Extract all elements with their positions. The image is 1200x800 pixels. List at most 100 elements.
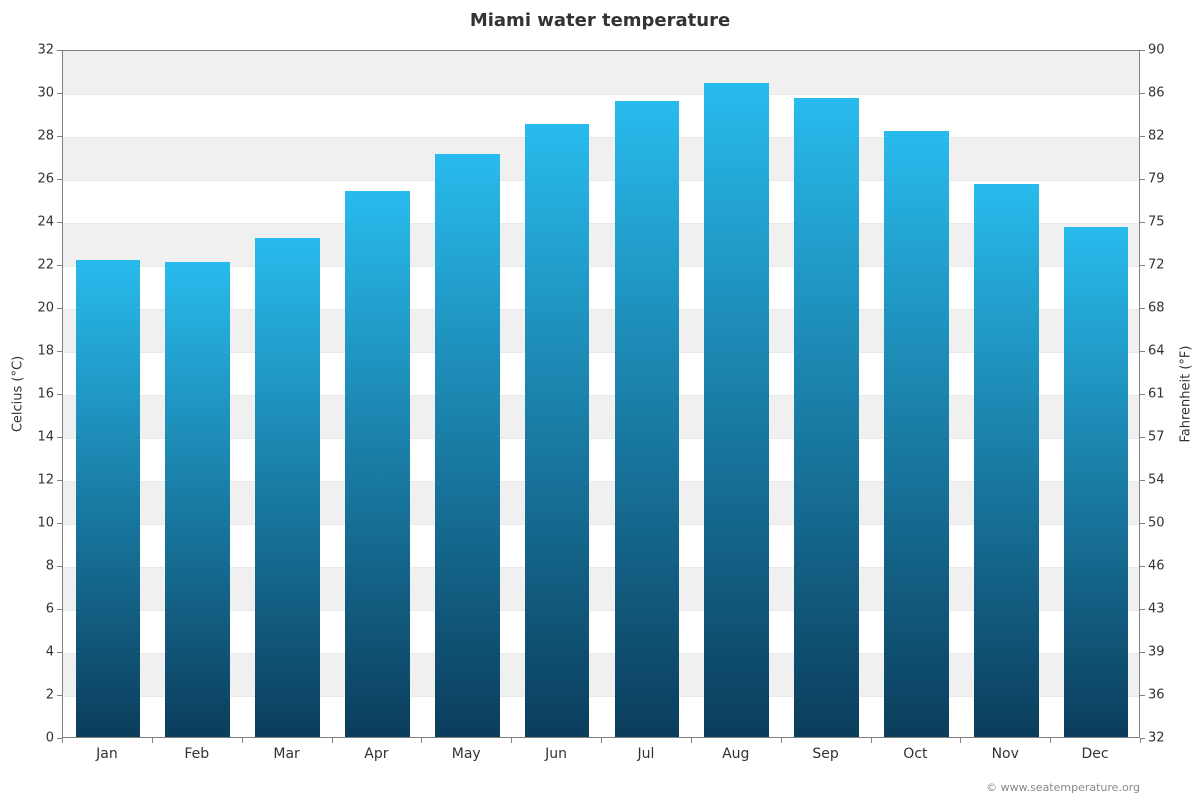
grid-line [63, 180, 1139, 181]
y-right-tick-mark [1140, 93, 1145, 94]
y-right-tick-label: 79 [1148, 172, 1165, 187]
y-right-tick-mark [1140, 136, 1145, 137]
x-tick-label: Sep [812, 746, 838, 762]
y-left-tick-label: 28 [37, 129, 54, 144]
y-left-tick-mark [57, 50, 62, 51]
y-left-tick-label: 10 [37, 516, 54, 531]
x-tick-label: Dec [1082, 746, 1109, 762]
y-right-tick-mark [1140, 394, 1145, 395]
y-left-tick-label: 14 [37, 430, 54, 445]
plot-area [62, 50, 1140, 738]
y-left-tick-label: 12 [37, 473, 54, 488]
x-tick-mark [62, 738, 63, 743]
x-tick-mark [1050, 738, 1051, 743]
bar [615, 101, 680, 737]
y-right-tick-label: 72 [1148, 258, 1165, 273]
y-right-tick-label: 54 [1148, 473, 1165, 488]
y-left-tick-label: 16 [37, 387, 54, 402]
y-right-tick-label: 64 [1148, 344, 1165, 359]
bar [704, 83, 769, 737]
x-tick-mark [960, 738, 961, 743]
y-right-tick-mark [1140, 437, 1145, 438]
y-left-tick-label: 26 [37, 172, 54, 187]
x-tick-label: Jul [637, 746, 654, 762]
x-tick-label: Oct [903, 746, 927, 762]
y-right-tick-label: 61 [1148, 387, 1165, 402]
x-tick-label: Nov [992, 746, 1019, 762]
grid-band [63, 137, 1139, 180]
x-tick-label: Jan [96, 746, 118, 762]
y-left-tick-label: 4 [46, 645, 54, 660]
y-right-tick-mark [1140, 351, 1145, 352]
y-axis-right-label: Fahrenheit (°F) [1179, 346, 1194, 443]
y-right-tick-mark [1140, 652, 1145, 653]
y-right-tick-mark [1140, 222, 1145, 223]
y-right-tick-label: 50 [1148, 516, 1165, 531]
y-left-tick-mark [57, 308, 62, 309]
chart-title: Miami water temperature [0, 10, 1200, 31]
x-tick-mark [421, 738, 422, 743]
y-left-tick-label: 22 [37, 258, 54, 273]
y-right-tick-label: 43 [1148, 602, 1165, 617]
y-left-tick-mark [57, 609, 62, 610]
x-tick-label: Apr [364, 746, 388, 762]
y-left-tick-label: 2 [46, 688, 54, 703]
y-right-tick-mark [1140, 50, 1145, 51]
x-tick-label: Feb [184, 746, 209, 762]
x-tick-mark [601, 738, 602, 743]
y-left-tick-label: 32 [37, 43, 54, 58]
grid-band [63, 51, 1139, 94]
y-left-tick-mark [57, 566, 62, 567]
y-right-tick-label: 90 [1148, 43, 1165, 58]
y-left-tick-mark [57, 222, 62, 223]
y-left-tick-label: 30 [37, 86, 54, 101]
y-left-tick-mark [57, 93, 62, 94]
y-right-tick-label: 75 [1148, 215, 1165, 230]
x-tick-mark [332, 738, 333, 743]
attribution-text: © www.seatemperature.org [986, 781, 1140, 794]
y-right-tick-mark [1140, 480, 1145, 481]
y-right-tick-label: 36 [1148, 688, 1165, 703]
y-right-tick-label: 68 [1148, 301, 1165, 316]
y-left-tick-label: 24 [37, 215, 54, 230]
bar [165, 262, 230, 737]
y-right-tick-mark [1140, 179, 1145, 180]
y-left-tick-mark [57, 394, 62, 395]
y-axis-left-label: Celcius (°C) [11, 356, 26, 432]
bar [255, 238, 320, 737]
y-left-tick-mark [57, 523, 62, 524]
x-tick-label: Jun [545, 746, 567, 762]
y-left-tick-label: 6 [46, 602, 54, 617]
y-right-tick-label: 39 [1148, 645, 1165, 660]
bar [884, 131, 949, 737]
x-tick-label: Aug [722, 746, 749, 762]
bar [76, 260, 141, 737]
bar [525, 124, 590, 737]
bar [794, 98, 859, 737]
y-left-tick-label: 8 [46, 559, 54, 574]
y-right-tick-label: 46 [1148, 559, 1165, 574]
y-left-tick-mark [57, 652, 62, 653]
y-right-tick-label: 82 [1148, 129, 1165, 144]
y-left-tick-mark [57, 179, 62, 180]
y-right-tick-label: 57 [1148, 430, 1165, 445]
y-right-tick-label: 32 [1148, 731, 1165, 746]
x-tick-mark [691, 738, 692, 743]
y-left-tick-label: 0 [46, 731, 54, 746]
x-tick-mark [871, 738, 872, 743]
y-right-tick-mark [1140, 695, 1145, 696]
grid-line [63, 137, 1139, 138]
grid-line [63, 94, 1139, 95]
bar [345, 191, 410, 737]
y-right-tick-label: 86 [1148, 86, 1165, 101]
y-left-tick-label: 20 [37, 301, 54, 316]
y-right-tick-mark [1140, 308, 1145, 309]
y-right-tick-mark [1140, 265, 1145, 266]
x-tick-mark [1140, 738, 1141, 743]
y-left-tick-mark [57, 695, 62, 696]
y-left-tick-label: 18 [37, 344, 54, 359]
y-left-tick-mark [57, 351, 62, 352]
y-left-tick-mark [57, 480, 62, 481]
y-left-tick-mark [57, 265, 62, 266]
x-tick-mark [242, 738, 243, 743]
